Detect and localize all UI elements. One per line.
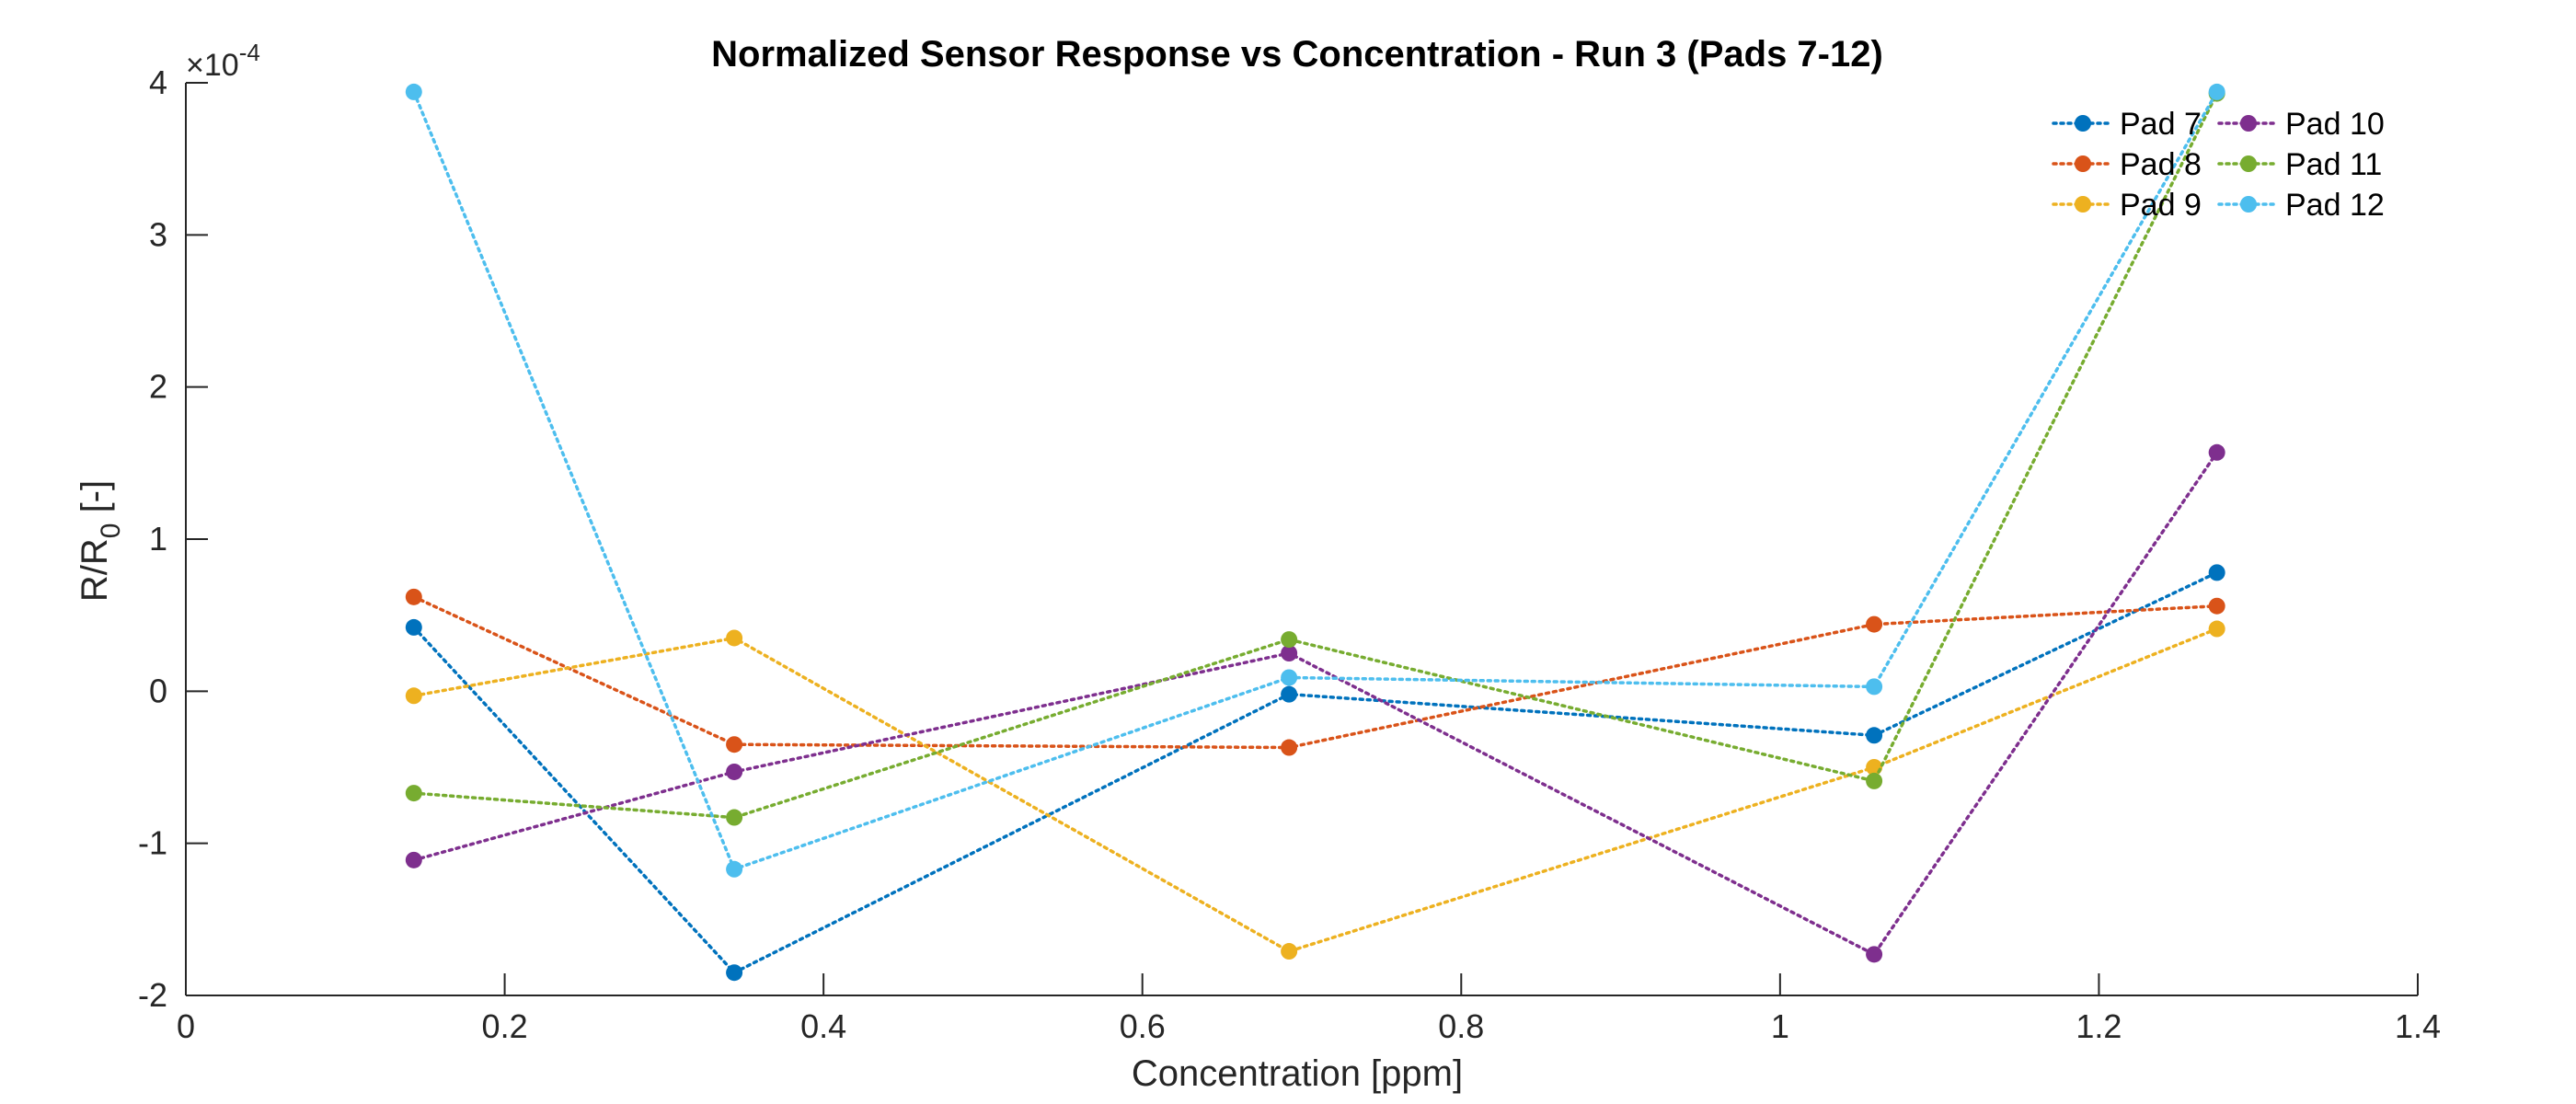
data-point	[1281, 631, 1298, 649]
legend-label: Pad 11	[2285, 147, 2382, 182]
y-tick-label: 2	[149, 368, 167, 406]
series-pad-7	[405, 564, 2225, 982]
legend-item: Pad 12	[2217, 188, 2385, 223]
data-point	[405, 851, 422, 868]
data-point	[2208, 443, 2225, 461]
legend-label: Pad 8	[2120, 147, 2202, 182]
legend-marker	[2075, 155, 2091, 172]
legend-label: Pad 10	[2285, 107, 2385, 142]
series-line	[412, 595, 2219, 750]
data-point	[2208, 620, 2225, 638]
y-label-tail: [-]	[75, 480, 115, 523]
x-tick-label: 1.2	[2076, 1007, 2122, 1045]
y-tick-label: 0	[149, 672, 167, 709]
series-pad-10	[405, 443, 2225, 963]
legend-item: Pad 11	[2217, 147, 2382, 182]
data-point	[405, 785, 422, 802]
chart-title: Normalized Sensor Response vs Concentrat…	[711, 34, 1883, 75]
x-tick-label: 1.4	[2395, 1007, 2441, 1045]
series-pad-12	[405, 83, 2225, 878]
data-point	[1281, 739, 1298, 756]
data-point	[726, 736, 743, 753]
data-point	[405, 618, 422, 636]
x-tick-label: 0.8	[1438, 1007, 1484, 1045]
data-point	[726, 629, 743, 647]
data-point	[726, 763, 743, 780]
x-tick-label: 0.6	[1120, 1007, 1166, 1045]
data-point	[1866, 946, 1883, 963]
y-multiplier-base: ×10	[186, 48, 239, 83]
legend-marker	[2240, 115, 2257, 132]
legend-marker	[2240, 155, 2257, 172]
y-tick-label: 3	[149, 215, 167, 253]
x-tick-label: 0.4	[800, 1007, 846, 1045]
series-line	[412, 451, 2219, 957]
series-pad-8	[405, 588, 2225, 756]
data-point	[1866, 615, 1883, 633]
data-point	[1866, 678, 1883, 696]
series-pad-9	[405, 620, 2225, 960]
x-tick-label: 1	[1771, 1007, 1789, 1045]
data-point	[1281, 645, 1298, 661]
data-point	[1866, 772, 1883, 789]
y-tick-label: -2	[138, 976, 167, 1014]
y-label-subscript: 0	[96, 523, 126, 539]
legend-item: Pad 10	[2217, 107, 2385, 142]
data-point	[726, 860, 743, 878]
data-point	[1281, 943, 1298, 960]
data-point	[405, 83, 422, 100]
x-axis-label: Concentration [ppm]	[1132, 1053, 1463, 1094]
legend-item: Pad 8	[2052, 147, 2202, 182]
series-layer	[405, 83, 2225, 982]
legend-marker	[2075, 196, 2091, 213]
legend-label: Pad 9	[2120, 188, 2202, 223]
y-label-main: R/R	[75, 538, 115, 602]
legend-label: Pad 12	[2285, 188, 2385, 223]
legend-item: Pad 7	[2052, 107, 2202, 142]
series-line	[412, 90, 2219, 871]
y-axis-label: R/R0 [-]	[75, 480, 126, 602]
y-tick-label: 4	[149, 63, 167, 101]
legend-item: Pad 9	[2052, 188, 2202, 223]
data-point	[1866, 727, 1883, 744]
data-point	[2208, 564, 2225, 581]
y-tick-label: -1	[138, 824, 167, 862]
data-point	[405, 588, 422, 605]
data-point	[726, 809, 743, 826]
legend: Pad 7 Pad 8 Pad 9 Pad 10 Pad 11 Pad 12	[2052, 107, 2385, 223]
data-point	[1281, 685, 1298, 703]
data-point	[726, 964, 743, 982]
data-point	[1281, 669, 1298, 686]
legend-marker	[2075, 115, 2091, 132]
data-point	[2208, 597, 2225, 615]
data-point	[405, 687, 422, 705]
y-tick-label: 1	[149, 520, 167, 558]
x-tick-label: 0.2	[482, 1007, 528, 1045]
series-line	[412, 91, 2219, 820]
legend-marker	[2240, 196, 2257, 213]
axes: 0 0.2 0.4 0.6 0.8 1 1.2 1.4 -2 -1 0 1 2 3 4	[138, 63, 2441, 1045]
y-axis-multiplier: ×10-4	[186, 39, 260, 83]
data-point	[2208, 83, 2225, 100]
x-tick-label: 0	[177, 1007, 195, 1045]
legend-label: Pad 7	[2120, 107, 2202, 142]
series-pad-11	[405, 85, 2225, 826]
y-multiplier-exponent: -4	[239, 39, 260, 66]
